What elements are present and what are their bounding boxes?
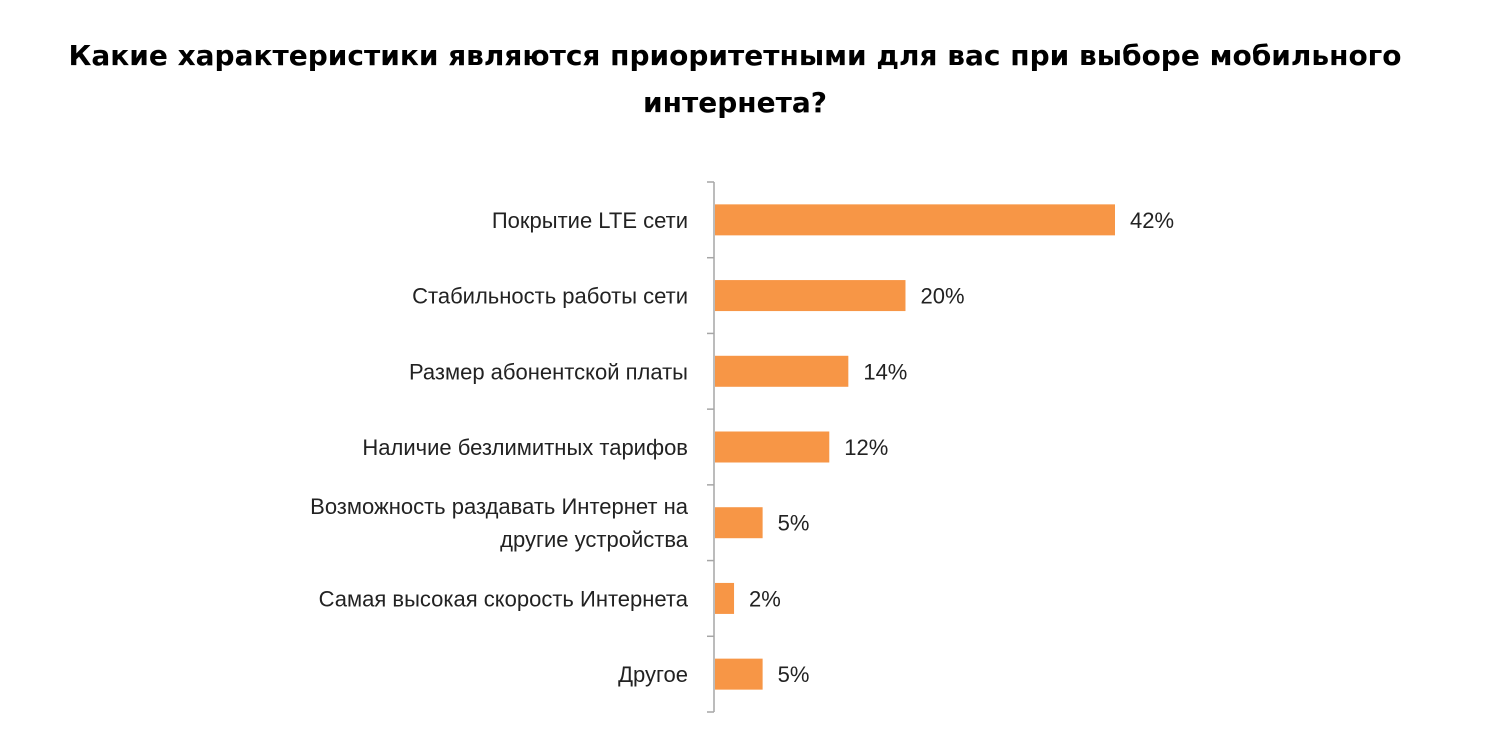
data-label: 2%	[749, 586, 781, 611]
category-label: Наличие безлимитных тарифов	[362, 435, 688, 460]
data-label: 42%	[1130, 208, 1174, 233]
category-label: Стабильность работы сети	[412, 284, 688, 309]
data-label: 20%	[920, 284, 964, 309]
chart-title: Какие характеристики являются приоритетн…	[68, 39, 1402, 119]
bar-2	[715, 280, 906, 312]
bar-5	[715, 507, 763, 539]
category-label: Самая высокая скорость Интернета	[319, 586, 689, 611]
data-label: 5%	[778, 662, 810, 687]
bar-4	[715, 431, 830, 463]
category-label: Размер абонентской платы	[409, 359, 688, 384]
bar-3	[715, 355, 849, 387]
category-label: другие устройства	[500, 527, 689, 552]
category-label: Покрытие LTE сети	[492, 208, 688, 233]
data-label: 5%	[778, 511, 810, 536]
bar-6	[715, 582, 735, 614]
bar-7	[715, 658, 763, 690]
category-label: Возможность раздавать Интернет на	[310, 494, 689, 519]
category-label: Другое	[618, 662, 688, 687]
data-label: 12%	[844, 435, 888, 460]
bar-1	[715, 204, 1115, 236]
data-label: 14%	[863, 359, 907, 384]
